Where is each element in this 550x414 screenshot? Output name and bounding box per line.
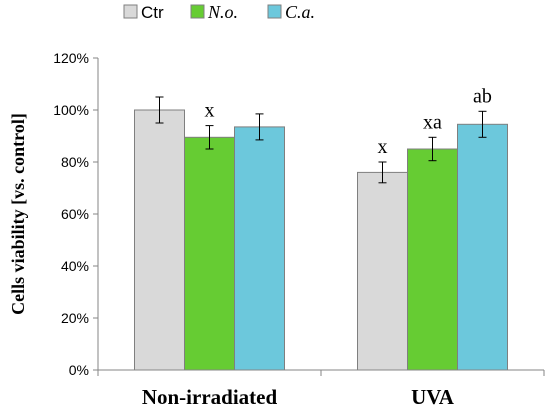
y-tick-label: 100% (53, 102, 89, 118)
y-tick-label: 20% (61, 310, 89, 326)
legend: Ctr N.o. C.a. (123, 2, 315, 22)
y-tick-label: 80% (61, 154, 89, 170)
significance-label: x (378, 136, 388, 158)
x-category-label: Non-irradiated (142, 385, 278, 409)
significance-label: xa (423, 111, 442, 133)
legend-label: Ctr (141, 3, 164, 22)
y-axis: 0% 20% 40% 60% 80% 100% 120% (53, 50, 99, 378)
legend-swatch (267, 4, 282, 19)
legend-swatch (123, 4, 138, 19)
legend-label: N.o. (207, 2, 238, 22)
x-axis: Non-irradiated UVA (97, 369, 545, 409)
y-axis-label: Cells viability [vs. control] (8, 113, 28, 315)
significance-label: ab (473, 85, 492, 107)
y-tick-label: 0% (69, 362, 89, 378)
legend-swatch (190, 4, 205, 19)
bar (407, 148, 458, 371)
bar (184, 136, 235, 371)
significance-label: x (205, 100, 215, 122)
bar (234, 126, 285, 371)
bar (357, 171, 408, 371)
bar (457, 123, 508, 371)
bars: x x xa ab (134, 85, 508, 371)
bar (134, 109, 185, 371)
y-tick-label: 120% (53, 50, 89, 66)
x-category-label: UVA (411, 385, 455, 409)
y-tick-label: 40% (61, 258, 89, 274)
legend-label: C.a. (285, 2, 315, 22)
y-tick-label: 60% (61, 206, 89, 222)
